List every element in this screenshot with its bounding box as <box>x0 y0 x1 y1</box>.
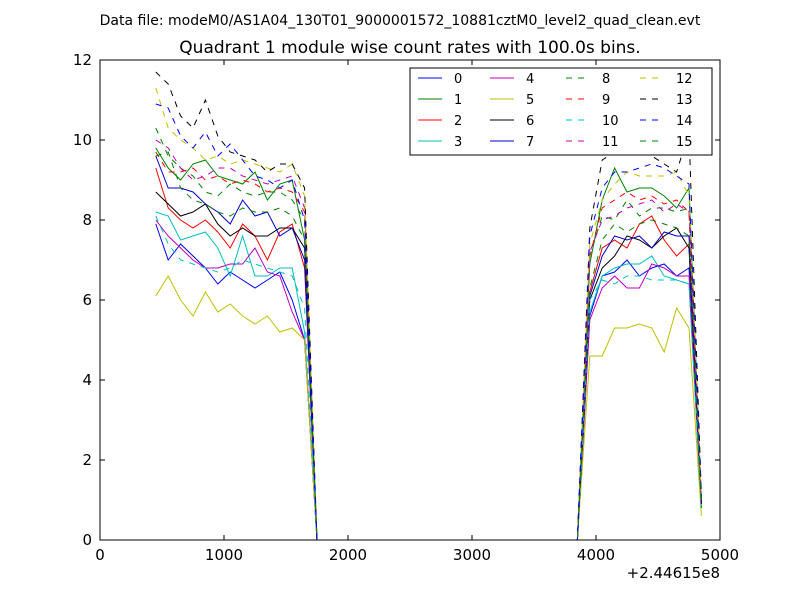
y-tick-label: 12 <box>73 51 92 69</box>
legend-label-4: 4 <box>526 72 534 87</box>
x-tick-label: 0 <box>95 546 105 564</box>
x-offset-label: +2.44615e8 <box>627 564 720 582</box>
legend-label-12: 12 <box>676 72 693 87</box>
series-layer <box>155 71 702 541</box>
legend-label-7: 7 <box>526 135 534 150</box>
series-line-14 <box>155 103 702 541</box>
y-tick-label: 8 <box>82 211 92 229</box>
legend-label-2: 2 <box>454 114 462 129</box>
x-tick-label: 4000 <box>577 546 615 564</box>
series-line-9 <box>155 151 702 541</box>
x-tick-label: 3000 <box>453 546 491 564</box>
suptitle: Data file: modeM0/AS1A04_130T01_90000015… <box>100 13 701 29</box>
series-line-1 <box>155 147 702 541</box>
series-line-6 <box>155 191 702 541</box>
series-line-0 <box>155 223 702 541</box>
series-line-7 <box>155 155 702 541</box>
series-line-10 <box>155 215 702 541</box>
series-line-13 <box>155 71 702 541</box>
series-line-5 <box>155 274 702 541</box>
legend-label-10: 10 <box>602 114 619 129</box>
legend-label-14: 14 <box>676 114 693 129</box>
y-tick-label: 2 <box>82 451 92 469</box>
y-tick-label: 4 <box>82 371 92 389</box>
legend-label-6: 6 <box>526 114 534 129</box>
series-line-3 <box>155 211 702 541</box>
series-line-4 <box>155 219 702 541</box>
series-line-8 <box>155 127 702 541</box>
legend-label-3: 3 <box>454 135 462 150</box>
legend-label-15: 15 <box>676 135 693 150</box>
legend-label-9: 9 <box>602 93 610 108</box>
series-line-11 <box>155 139 702 541</box>
x-tick-label: 1000 <box>205 546 243 564</box>
series-line-12 <box>155 87 702 541</box>
legend-label-1: 1 <box>454 93 462 108</box>
legend-label-8: 8 <box>602 72 610 87</box>
series-line-2 <box>155 167 702 541</box>
x-tick-label: 5000 <box>701 546 739 564</box>
y-tick-label: 0 <box>82 531 92 549</box>
chart-title: Quadrant 1 module wise count rates with … <box>179 38 640 58</box>
x-tick-label: 2000 <box>329 546 367 564</box>
legend-label-13: 13 <box>676 93 693 108</box>
legend-label-11: 11 <box>602 135 619 150</box>
legend-frame <box>409 67 713 156</box>
legend-label-5: 5 <box>526 93 534 108</box>
legend-label-0: 0 <box>454 72 462 87</box>
y-tick-label: 10 <box>73 131 92 149</box>
series-line-15 <box>155 151 702 541</box>
y-tick-label: 6 <box>82 291 92 309</box>
